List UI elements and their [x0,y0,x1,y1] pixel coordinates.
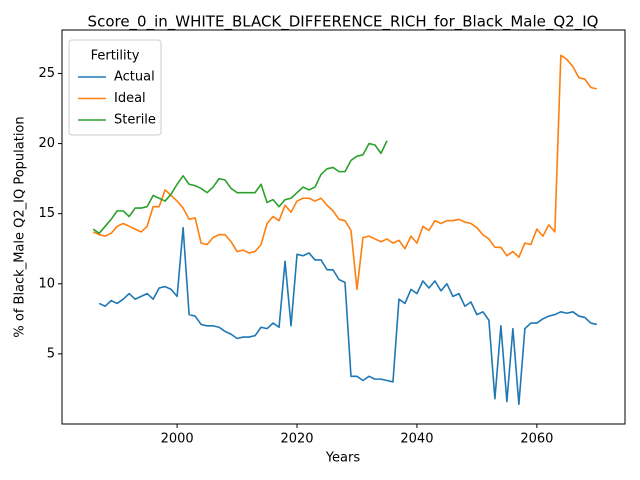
y-tick-label: 10 [38,276,55,291]
x-tick-label: 2020 [280,432,313,447]
line-series [92,140,388,235]
y-tick-label: 15 [38,206,55,221]
legend-label: Actual [114,70,155,85]
axes-frame [61,29,626,425]
y-tick-label: 5 [47,346,55,361]
legend-box [68,39,162,136]
y-tick-label: 25 [38,66,55,81]
x-tick-label: 2040 [400,432,433,447]
legend-label: Ideal [114,91,146,106]
chart-title: Score_0_in_WHITE_BLACK_DIFFERENCE_RICH_f… [88,13,599,32]
line-series [92,54,598,291]
x-axis-label: Years [325,451,361,466]
y-axis-label: % of Black_Male Q2_IQ Population [13,116,28,337]
y-tick-label: 20 [38,136,55,151]
x-tick-label: 2060 [520,432,553,447]
legend-label: Sterile [114,113,156,128]
legend-title: Fertility [91,49,140,64]
line-series [98,226,598,406]
x-tick-label: 2000 [161,432,194,447]
